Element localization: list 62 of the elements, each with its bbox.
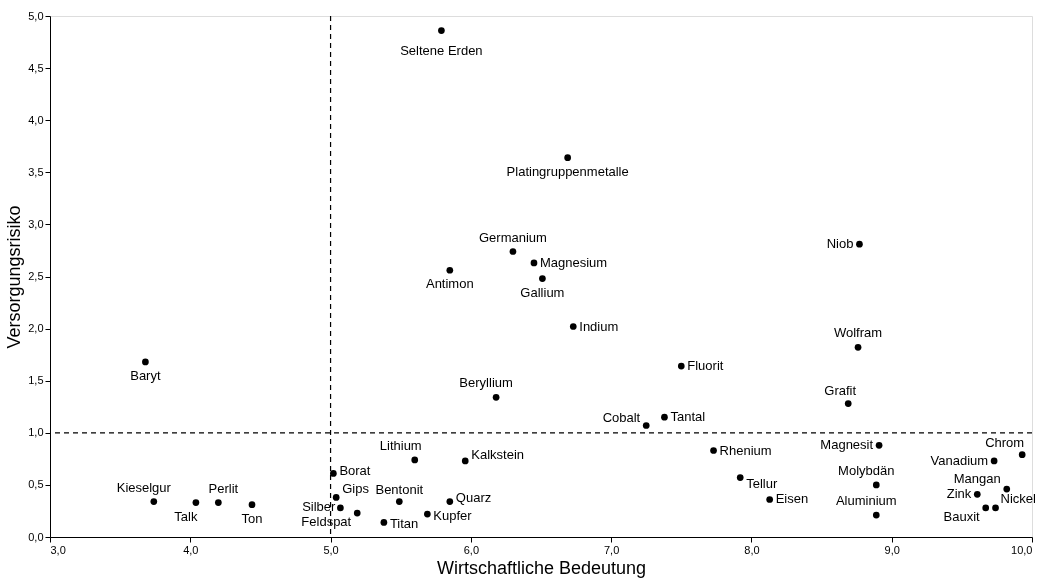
annotation: Molybdän [838, 462, 895, 478]
annotation: Nickel [1000, 490, 1037, 506]
annotation: Mangan [953, 471, 1001, 487]
annotation: Rhenium [719, 442, 772, 458]
annotation: Vanadium [930, 452, 989, 468]
annotation: Wolfram [833, 325, 883, 341]
x-tick-label: 9,0 [884, 543, 900, 556]
annotation: Kalkstein [471, 446, 524, 462]
annotation: Platingruppenmetalle [506, 163, 629, 179]
annotation: Magnesium [539, 254, 608, 270]
annotation: Bentonit [375, 481, 424, 497]
annotation: Kupfer [433, 508, 473, 524]
annotation: Grafit [824, 382, 857, 398]
annotation: Fluorit [687, 358, 724, 374]
annotation: Niob [826, 236, 854, 252]
annotation: Magnesit [820, 437, 874, 453]
y-tick-label: 1,0 [28, 426, 44, 439]
y-tick-label: 4,0 [28, 113, 44, 126]
annotation: Germanium [478, 230, 547, 246]
annotation: Borat [339, 463, 371, 479]
x-tick-label: 7,0 [603, 543, 620, 556]
annotation: Antimon [425, 276, 474, 292]
y-tick-label: 4,5 [28, 61, 44, 74]
annotation: Titan [389, 516, 419, 532]
x-tick-label: 8,0 [744, 543, 760, 556]
y-axis-title: Versorgungsrisiko [4, 205, 25, 349]
annotation: Lithium [379, 437, 422, 453]
annotation: Zink [946, 486, 972, 502]
y-tick-label: 1,5 [28, 374, 44, 387]
annotation: Tantal [670, 409, 706, 425]
x-tick-label: 10,0 [1011, 543, 1033, 556]
annotation: Gallium [520, 284, 565, 300]
annotation: Gips [342, 481, 370, 497]
annotation: Chrom [985, 434, 1025, 450]
annotation: Beryllium [459, 375, 513, 391]
annotation: Eisen [775, 491, 809, 507]
annotation: Bauxit [943, 508, 981, 524]
x-axis-title: Wirtschaftliche Bedeutung [436, 557, 647, 578]
annotation: Baryt [130, 367, 161, 383]
annotation: Kieselgur [116, 479, 172, 495]
annotation: Seltene Erden [400, 42, 483, 58]
x-tick-label: 6,0 [463, 543, 480, 556]
annotation: Feldspat [301, 514, 352, 530]
y-tick-label: 2,5 [28, 270, 44, 282]
y-tick-label: 2,0 [28, 322, 44, 335]
y-tick-label: 0,5 [28, 478, 44, 491]
annotation: Talk [174, 508, 198, 524]
y-tick-label: 3,0 [28, 217, 44, 230]
y-tick-label: 3,5 [28, 165, 44, 178]
annotation: Indium [579, 318, 619, 334]
annotation: Ton [241, 510, 263, 526]
x-tick-label: 5,0 [323, 543, 339, 556]
annotation: Tellur [746, 475, 778, 491]
annotation: Aluminium [835, 493, 897, 509]
annotation: Quarz [455, 489, 492, 505]
y-tick-label: 5,0 [28, 9, 44, 22]
annotation: Cobalt [602, 409, 641, 425]
x-tick-label: 3,0 [50, 543, 66, 556]
x-tick-label: 4,0 [183, 543, 199, 556]
y-tick-label: 0,0 [28, 530, 44, 543]
annotation: Perlit [208, 480, 239, 496]
annotation: Silber [302, 498, 337, 514]
